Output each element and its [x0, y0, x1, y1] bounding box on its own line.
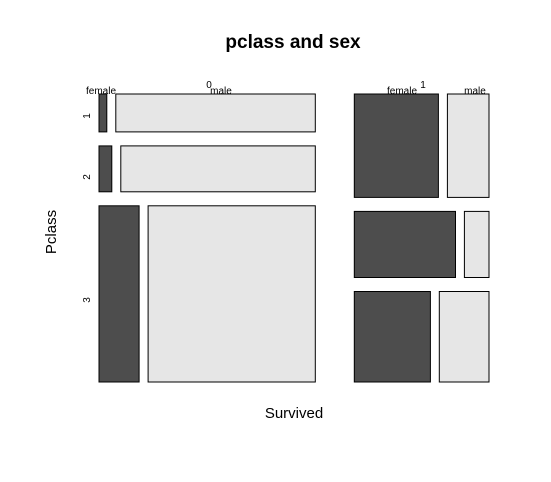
- tile-survived-1-pclass-2-male: [463, 210, 490, 278]
- x-axis-label: Survived: [265, 405, 323, 422]
- tile-survived-1-pclass-2-female: [353, 210, 456, 278]
- pclass-tick-3: 3: [82, 297, 93, 303]
- tile-survived-1-pclass-1-female: [353, 93, 439, 198]
- tile-survived-0-pclass-2-female: [98, 145, 113, 193]
- pclass-tick-2: 2: [82, 174, 93, 180]
- tile-survived-1-pclass-1-male: [446, 93, 490, 198]
- y-axis-label: Pclass: [43, 210, 60, 254]
- tile-survived-1-pclass-3-female: [353, 291, 431, 383]
- tile-survived-0-pclass-3-female: [98, 205, 140, 383]
- sex-label-0-male: male: [210, 86, 232, 97]
- pclass-tick-1: 1: [82, 113, 93, 119]
- sex-label-0-female: female: [86, 86, 116, 97]
- tile-survived-1-pclass-3-male: [438, 291, 490, 383]
- mosaic-tiles: [98, 93, 490, 383]
- tile-survived-0-pclass-3-male: [147, 205, 316, 383]
- tile-survived-0-pclass-1-female: [98, 93, 108, 133]
- tile-survived-0-pclass-2-male: [120, 145, 316, 193]
- survived-label-0: 0: [206, 80, 212, 91]
- sex-label-1-female: female: [387, 86, 417, 97]
- sex-label-1-male: male: [464, 86, 486, 97]
- chart-title: pclass and sex: [225, 32, 361, 53]
- survived-label-1: 1: [420, 80, 426, 91]
- tile-survived-0-pclass-1-male: [115, 93, 316, 133]
